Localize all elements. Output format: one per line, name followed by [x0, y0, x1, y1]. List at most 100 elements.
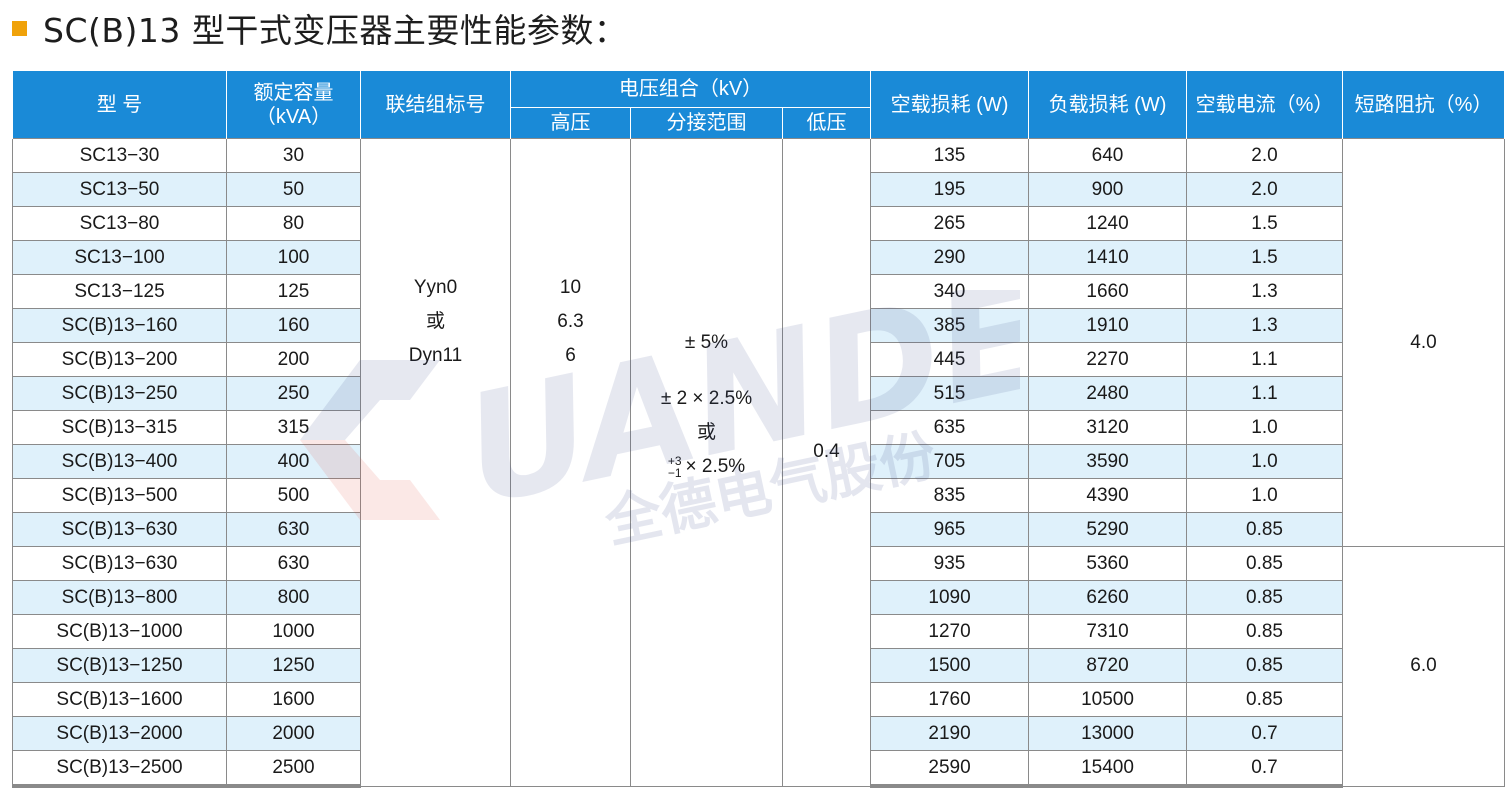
- cell-no-load-current: 1.3: [1186, 308, 1344, 343]
- cell-hv: 10 6.3 6: [510, 138, 631, 787]
- page-title-text: SC(B)13 型干式变压器主要性能参数：: [43, 11, 628, 50]
- hv-6-3: 6.3: [557, 311, 584, 332]
- header-no-load-loss: 空载损耗 (W): [870, 71, 1030, 139]
- cell-no-load-loss: 1090: [870, 580, 1030, 615]
- cell-load-loss: 13000: [1028, 716, 1188, 751]
- cell-model: SC(B)13−1250: [12, 648, 227, 683]
- table-body: SC13−30 30 Yyn0 或 Dyn11 10 6.3 6 ± 5% ± 2 × 2.5% 或…: [12, 138, 1506, 788]
- table-row: SC13−30 30 Yyn0 或 Dyn11 10 6.3 6 ± 5% ± 2 × 2.5% 或…: [12, 138, 1506, 787]
- cell-no-load-current: 1.5: [1186, 240, 1344, 275]
- cell-capacity: 630: [226, 546, 361, 581]
- cell-no-load-loss: 340: [870, 274, 1030, 309]
- cell-capacity: 125: [226, 274, 361, 309]
- cell-load-loss: 900: [1028, 172, 1188, 207]
- cell-impedance: 4.0: [1342, 138, 1506, 547]
- header-lv: 低压: [781, 107, 872, 139]
- cell-load-loss: 5360: [1028, 546, 1188, 581]
- cell-no-load-loss: 1500: [870, 648, 1030, 683]
- cell-no-load-current: 1.0: [1186, 478, 1344, 513]
- cell-load-loss: 1660: [1028, 274, 1188, 309]
- connection-or: 或: [425, 311, 445, 332]
- cell-model: SC13−100: [12, 240, 227, 275]
- spec-table: 型 号 额定容量 （kVA） 联结组标号 电压组合（kV） 空载损耗 (W) 负…: [12, 71, 1506, 788]
- table-header: 型 号 额定容量 （kVA） 联结组标号 电压组合（kV） 空载损耗 (W) 负…: [12, 71, 1506, 139]
- table-row: SC13−80 80 265 1240 1.5: [12, 206, 1505, 241]
- cell-capacity: 50: [226, 172, 361, 207]
- cell-no-load-current: 2.0: [1186, 138, 1344, 173]
- cell-no-load-current: 0.85: [1186, 648, 1344, 683]
- table-row: SC13−50 50 195 900 2.0: [12, 172, 1505, 207]
- cell-no-load-current: 2.0: [1186, 172, 1344, 207]
- cell-load-loss: 6260: [1028, 580, 1188, 615]
- cell-capacity: 80: [226, 206, 361, 241]
- cell-capacity: 1600: [226, 682, 361, 717]
- tap-or: 或: [696, 422, 716, 443]
- header-capacity: 额定容量 （kVA）: [226, 71, 361, 139]
- cell-model: SC13−30: [12, 138, 227, 173]
- table-row: SC(B)13−250 250 515 2480 1.1: [12, 376, 1505, 411]
- tap-sub: −1: [667, 465, 682, 480]
- cell-capacity: 315: [226, 410, 361, 445]
- cell-model: SC(B)13−2500: [12, 750, 227, 788]
- table-row: SC13−125 125 340 1660 1.3: [12, 274, 1505, 309]
- cell-load-loss: 1910: [1028, 308, 1188, 343]
- cell-capacity: 100: [226, 240, 361, 275]
- cell-capacity: 400: [226, 444, 361, 479]
- cell-no-load-loss: 135: [870, 138, 1030, 173]
- bullet-square-icon: [12, 20, 27, 36]
- cell-no-load-current: 1.3: [1186, 274, 1344, 309]
- header-capacity-line2: （kVA）: [255, 105, 332, 128]
- cell-load-loss: 15400: [1028, 750, 1188, 788]
- cell-no-load-loss: 195: [870, 172, 1030, 207]
- cell-no-load-loss: 1760: [870, 682, 1030, 717]
- cell-load-loss: 1240: [1028, 206, 1188, 241]
- cell-no-load-current: 1.0: [1186, 444, 1344, 479]
- connection-dyn11: Dyn11: [408, 345, 463, 366]
- cell-no-load-loss: 290: [870, 240, 1030, 275]
- cell-capacity: 30: [226, 138, 361, 173]
- cell-no-load-current: 0.85: [1186, 512, 1344, 547]
- cell-model: SC(B)13−500: [12, 478, 227, 513]
- tap-2x2-5: ± 2 × 2.5%: [660, 388, 753, 409]
- table-row: SC(B)13−1000 1000 1270 7310 0.85: [12, 614, 1505, 649]
- cell-tap-range: ± 5% ± 2 × 2.5% 或 +3 −1 × 2.5%: [630, 138, 783, 787]
- cell-load-loss: 3120: [1028, 410, 1188, 445]
- cell-load-loss: 3590: [1028, 444, 1188, 479]
- table-row: SC(B)13−1600 1600 1760 10500 0.85: [12, 682, 1505, 717]
- cell-no-load-loss: 2190: [870, 716, 1030, 751]
- cell-no-load-loss: 1270: [870, 614, 1030, 649]
- table-row: SC(B)13−315 315 635 3120 1.0: [12, 410, 1505, 445]
- cell-model: SC13−50: [12, 172, 227, 207]
- cell-model: SC(B)13−800: [12, 580, 227, 615]
- cell-load-loss: 640: [1028, 138, 1188, 173]
- cell-capacity: 200: [226, 342, 361, 377]
- header-capacity-line1: 额定容量: [253, 81, 334, 104]
- cell-load-loss: 10500: [1028, 682, 1188, 717]
- cell-no-load-current: 1.1: [1186, 376, 1344, 411]
- cell-capacity: 500: [226, 478, 361, 513]
- cell-load-loss: 5290: [1028, 512, 1188, 547]
- connection-yyn0: Yyn0: [413, 277, 458, 298]
- cell-capacity: 2000: [226, 716, 361, 751]
- cell-model: SC(B)13−200: [12, 342, 227, 377]
- cell-impedance: 6.0: [1342, 546, 1506, 787]
- cell-no-load-current: 1.1: [1186, 342, 1344, 377]
- cell-model: SC(B)13−1600: [12, 682, 227, 717]
- cell-model: SC(B)13−250: [12, 376, 227, 411]
- header-model: 型 号: [12, 71, 227, 139]
- cell-capacity: 160: [226, 308, 361, 343]
- cell-model: SC(B)13−2000: [12, 716, 227, 751]
- cell-capacity: 2500: [226, 750, 361, 788]
- cell-no-load-current: 0.85: [1186, 682, 1344, 717]
- cell-no-load-loss: 385: [870, 308, 1030, 343]
- cell-no-load-loss: 2590: [870, 750, 1030, 788]
- header-voltage-group: 电压组合（kV）: [509, 71, 872, 108]
- cell-capacity: 800: [226, 580, 361, 615]
- table-row: SC(B)13−400 400 705 3590 1.0: [12, 444, 1505, 479]
- cell-load-loss: 2270: [1028, 342, 1188, 377]
- page-title: SC(B)13 型干式变压器主要性能参数：: [12, 6, 627, 50]
- cell-no-load-loss: 935: [870, 546, 1030, 581]
- tap-c-text: × 2.5%: [685, 456, 746, 477]
- cell-model: SC13−80: [12, 206, 227, 241]
- cell-no-load-current: 0.7: [1186, 750, 1344, 788]
